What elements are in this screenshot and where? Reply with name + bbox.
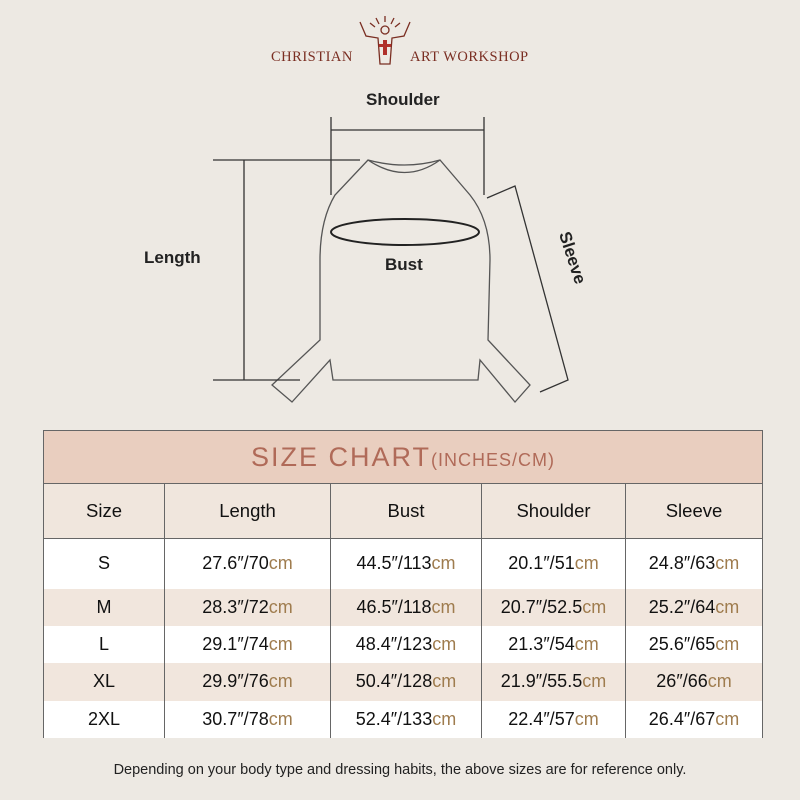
measure-cell: 50.4″/128cm [330,662,482,701]
measure-cell: 20.7″/52.5cm [481,588,626,626]
measure-cell: 24.8″/63cm [624,538,764,589]
measure-cell: 44.5″/113cm [330,538,482,589]
measure-cell: 30.7″/78cm [164,700,331,738]
header-length: Length [164,483,331,539]
bust-line [330,218,480,246]
measure-cell: 20.1″/51cm [481,538,626,589]
footer-note: Depending on your body type and dressing… [113,762,687,778]
table-row: XL 29.9″/76cm 50.4″/128cm 21.9″/55.5cm 26″/6… [43,662,764,701]
size-cell: M [43,588,165,626]
logo-jesus-icon [359,16,411,65]
measure-cell: 29.1″/74cm [164,625,331,663]
measure-cell: 52.4″/133cm [330,700,482,738]
header-row: Size Length Bust Shoulder Sleeve [43,483,764,539]
table-row: S 27.6″/70cm 44.5″/113cm 20.1″/51cm 24.8″/63… [43,538,764,589]
sleeve-measure [486,185,569,393]
table-row: M 28.3″/72cm 46.5″/118cm 20.7″/52.5cm 25.2″/… [43,588,764,626]
table-row: L 29.1″/74cm 48.4″/123cm 21.3″/54cm 25.6″/65… [43,625,764,663]
length-measure [213,159,360,381]
measure-cell: 29.9″/76cm [164,662,331,701]
header-size: Size [43,483,165,539]
measure-cell: 25.2″/64cm [624,588,764,626]
table-row: 2XL 30.7″/78cm 52.4″/133cm 22.4″/57cm 26.4″/… [43,700,764,738]
header-bust: Bust [330,483,482,539]
shoulder-measure [330,117,485,195]
measure-cell: 46.5″/118cm [330,588,482,626]
measure-cell: 21.9″/55.5cm [481,662,626,701]
size-chart-title: SIZE CHART(INCHES/CM) [42,430,764,484]
measure-cell: 25.6″/65cm [624,625,764,663]
size-cell: L [43,625,165,663]
measure-cell: 26″/66cm [624,662,764,701]
size-chart-table: SIZE CHART(INCHES/CM) Size Length Bust S… [42,430,764,738]
length-label: Length [144,248,201,267]
measure-cell: 28.3″/72cm [164,588,331,626]
size-cell: 2XL [43,700,165,738]
sweater-diagram [213,117,569,403]
measure-cell: 48.4″/123cm [330,625,482,663]
measure-cell: 22.4″/57cm [481,700,626,738]
header-shoulder: Shoulder [481,483,626,539]
measure-cell: 27.6″/70cm [164,538,331,589]
sweater-outline [271,159,531,403]
size-cell: XL [43,662,165,701]
shoulder-label: Shoulder [366,90,440,109]
measure-cell: 21.3″/54cm [481,625,626,663]
size-cell: S [43,538,165,589]
collar [367,159,441,174]
header-sleeve: Sleeve [624,483,764,539]
bust-label: Bust [385,255,423,274]
measure-cell: 26.4″/67cm [624,700,764,738]
brand-left-text: CHRISTIAN [271,49,353,65]
brand-right-text: ART WORKSHOP [410,49,529,65]
